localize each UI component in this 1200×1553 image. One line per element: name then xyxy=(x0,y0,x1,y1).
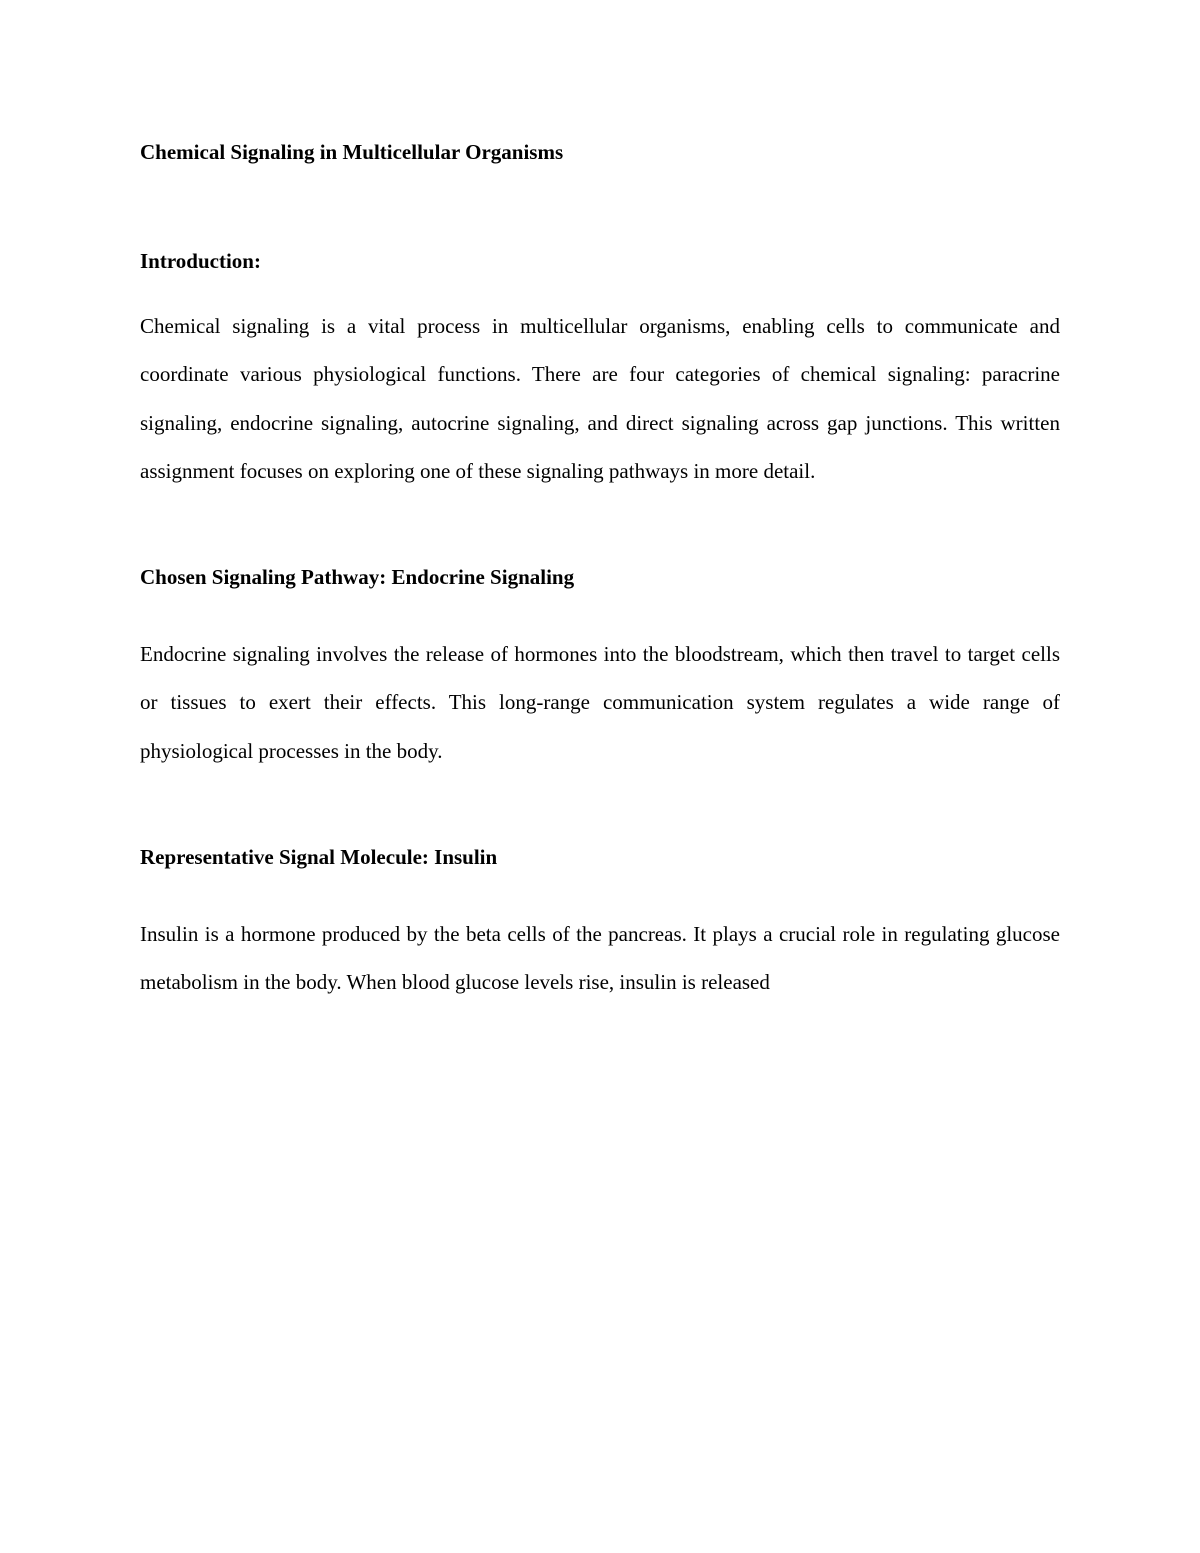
section-body-molecule: Insulin is a hormone produced by the bet… xyxy=(140,910,1060,1007)
section-body-pathway: Endocrine signaling involves the release… xyxy=(140,630,1060,775)
section-heading-pathway: Chosen Signaling Pathway: Endocrine Sign… xyxy=(140,565,1060,590)
section-heading-introduction: Introduction: xyxy=(140,249,1060,274)
section-heading-molecule: Representative Signal Molecule: Insulin xyxy=(140,845,1060,870)
section-body-introduction: Chemical signaling is a vital process in… xyxy=(140,302,1060,495)
document-page: Chemical Signaling in Multicellular Orga… xyxy=(140,140,1060,1007)
document-title: Chemical Signaling in Multicellular Orga… xyxy=(140,140,1060,165)
